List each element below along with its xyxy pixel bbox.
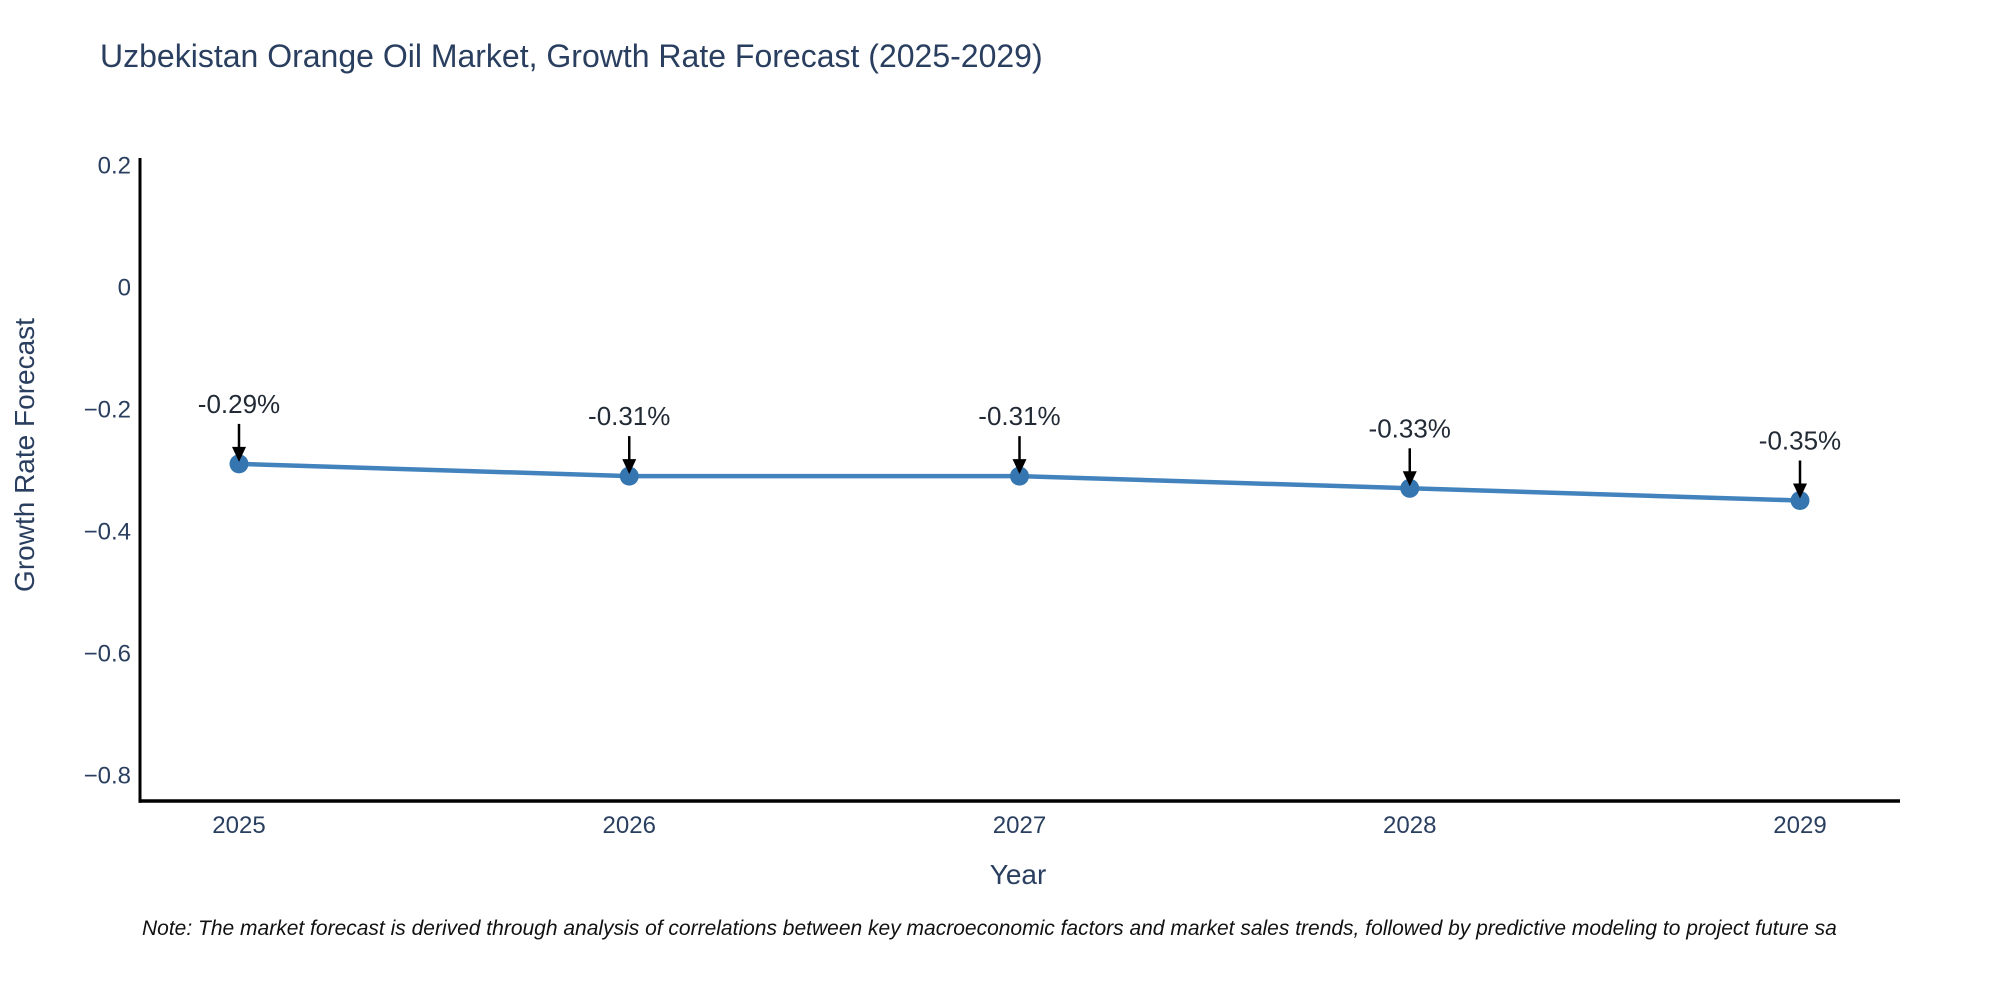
data-point-marker[interactable] (1400, 478, 1420, 498)
annotation-arrowhead-icon (232, 446, 246, 462)
annotation-label: -0.35% (1759, 426, 1841, 456)
y-tick-label: 0 (118, 275, 131, 302)
x-axis-title: Year (989, 859, 1047, 890)
annotation-arrowhead-icon (1012, 459, 1027, 475)
data-point-marker[interactable] (229, 454, 249, 474)
annotation-label: -0.31% (978, 401, 1060, 431)
y-tick-label: −0.2 (84, 397, 131, 424)
annotation-arrowhead-icon (1793, 483, 1807, 499)
x-tick-label: 2027 (993, 812, 1046, 839)
y-tick-label: −0.6 (84, 641, 131, 668)
data-point-marker[interactable] (619, 466, 639, 486)
annotation-label: -0.29% (198, 389, 280, 419)
y-tick-label: −0.8 (84, 763, 131, 790)
data-point-marker[interactable] (1790, 491, 1810, 510)
annotation-label: -0.31% (588, 401, 670, 431)
x-tick-label: 2028 (1383, 812, 1436, 839)
y-tick-label: −0.4 (84, 519, 131, 546)
x-tick-label: 2025 (212, 812, 265, 839)
y-tick-label: 0.2 (98, 153, 131, 180)
x-tick-label: 2026 (603, 812, 656, 839)
x-tick-label: 2029 (1773, 812, 1826, 839)
annotation-arrowhead-icon (622, 459, 637, 475)
chart-title: Uzbekistan Orange Oil Market, Growth Rat… (100, 38, 1043, 74)
annotation-arrowhead-icon (1402, 471, 1417, 487)
annotation-label: -0.33% (1369, 413, 1451, 443)
footnote: Note: The market forecast is derived thr… (142, 917, 1837, 940)
data-point-marker[interactable] (1010, 466, 1029, 486)
